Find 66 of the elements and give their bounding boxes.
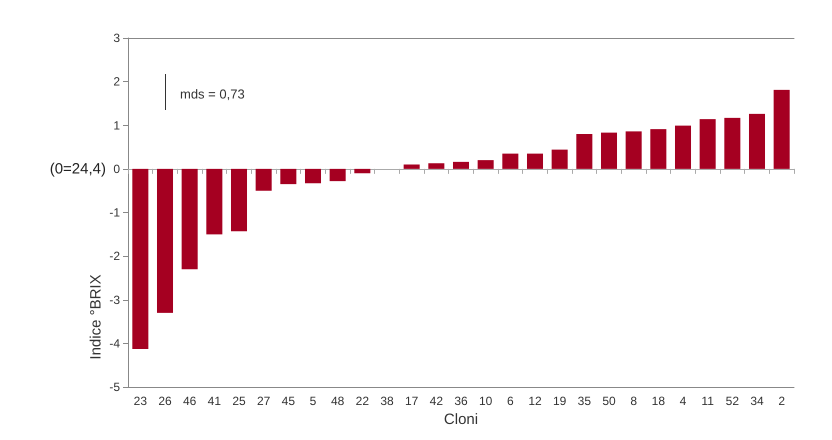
x-tick-label: 50 [602,394,616,408]
annotation: mds = 0,73 [180,86,245,102]
y-tick-label: -2 [109,249,120,264]
y-tick-label: -5 [109,380,120,394]
bar [478,160,494,169]
x-tick-label: 35 [578,394,592,408]
x-tick-label: 34 [750,394,764,408]
bar [230,168,248,232]
text: (0=24,4) [50,160,106,178]
y-tick-label: 1 [113,118,120,132]
x-tick-label: 6 [506,394,514,408]
bar [674,126,692,169]
y-tick-label: -1 [109,206,120,220]
bar [576,134,592,169]
y-tick-label: -3 [109,292,120,307]
y-tick-label: 2 [113,74,120,89]
bar [452,162,470,169]
x-tick-label: 4 [680,394,687,408]
bar [156,168,174,313]
x-tick-label: 11 [701,394,714,408]
x-tick-label: 41 [208,394,222,408]
x-tick-label: 48 [330,394,345,408]
y-tick-label: -4 [109,336,120,350]
x-tick-label: 42 [430,394,444,408]
x-tick-label: 52 [726,394,740,408]
bar [526,154,544,169]
x-tick-label: 5 [310,394,317,408]
x-tick-label: 27 [256,394,271,408]
x-tick-label: 36 [454,394,468,408]
x-tick-label: 23 [134,394,148,408]
x-tick-label: 26 [158,394,172,408]
bar [700,119,716,169]
bar [354,168,370,174]
x-tick-label: 38 [380,394,394,408]
x-tick-label: 12 [528,394,542,408]
x-tick-label: 18 [652,394,666,408]
x-tick-label: 25 [232,394,246,408]
x-tick-label: 8 [630,394,638,408]
bar [748,114,766,169]
y-axis-title: Indice °BRIX [88,274,104,360]
bar [132,168,148,350]
bar [404,164,420,169]
bar [330,168,346,182]
x-axis-title: Cloni [444,410,478,428]
x-tick-label: 19 [552,394,567,408]
bar [280,168,296,184]
x-tick-label: 22 [356,394,370,408]
y-tick-label: 0 [113,162,120,176]
bar [774,90,790,169]
x-tick-label: 2 [778,394,786,408]
y-tick-label: 3 [113,31,120,45]
bar [304,168,322,184]
bar [256,168,272,191]
bar [502,154,518,169]
bar [600,132,618,169]
x-tick-label: 10 [478,394,493,408]
bar [626,131,642,169]
bar [552,150,568,169]
bar [428,163,444,169]
bar [206,168,222,234]
x-tick-label: 17 [404,394,419,408]
bar [724,118,740,169]
x-tick-label: 45 [282,394,296,408]
bar [182,168,198,270]
bar [650,129,666,169]
x-tick-label: 46 [182,394,197,408]
